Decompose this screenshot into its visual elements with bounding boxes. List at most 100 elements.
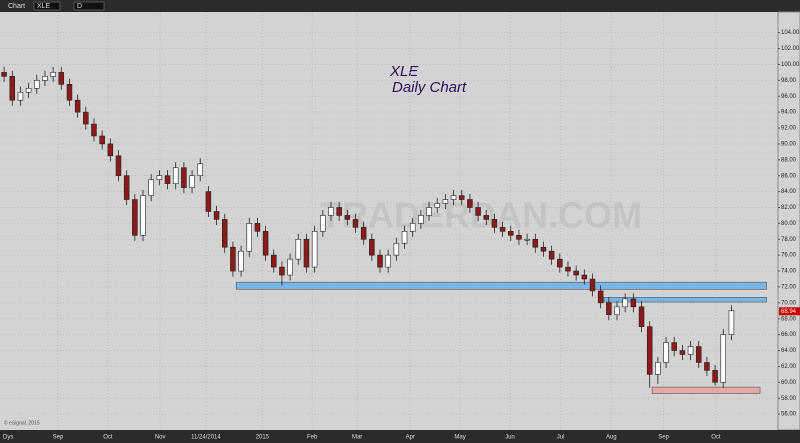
candle-body	[132, 199, 138, 236]
candle-body	[622, 298, 628, 308]
candle-body	[581, 274, 588, 280]
candle-body	[197, 163, 203, 177]
candle-body	[606, 302, 612, 316]
candle-body	[450, 195, 457, 200]
candle-body	[1, 72, 7, 77]
candle-body	[262, 231, 269, 256]
candle-body	[115, 155, 122, 177]
y-tick-label: 70.00	[781, 300, 797, 306]
y-tick-label: 86.00	[781, 173, 797, 179]
y-tick-label: 80.00	[781, 221, 797, 227]
symbol[interactable]: XLE	[37, 3, 51, 10]
candle-body	[499, 227, 506, 232]
y-tick-label: 104.00	[781, 30, 800, 36]
candle-body	[9, 76, 16, 101]
interval-box[interactable]	[73, 1, 105, 11]
candle-body	[320, 215, 326, 232]
y-tick-label: 74.00	[781, 269, 797, 275]
candle-body	[728, 310, 735, 335]
candle-body	[91, 123, 97, 137]
candle-body	[589, 278, 596, 292]
candle-body	[42, 76, 48, 81]
candle-body	[426, 207, 432, 216]
candle-body	[409, 223, 416, 232]
candle-body	[467, 199, 473, 208]
y-tick-label: 68.00	[781, 316, 797, 322]
zone	[603, 296, 767, 303]
y-tick-label: 98.00	[781, 78, 797, 84]
x-tick-label: Mar	[352, 435, 362, 441]
candle-body	[99, 135, 105, 145]
y-tick-label: 66.00	[781, 332, 797, 338]
candle-body	[548, 250, 555, 260]
candle-body	[50, 72, 56, 77]
candle-body	[720, 334, 726, 383]
candle-body	[442, 199, 449, 204]
symbol-box[interactable]	[33, 1, 61, 11]
candle-body	[655, 362, 661, 375]
candle-body	[66, 84, 73, 101]
watermark: TRADERDAN.COM	[320, 195, 642, 236]
candle-body	[475, 207, 481, 216]
candle-body	[712, 370, 718, 383]
x-tick-label: Nov	[155, 435, 166, 441]
candle-body	[360, 227, 367, 240]
y-tick-label: 60.00	[781, 380, 797, 386]
candle-body	[148, 179, 154, 196]
candle-body	[213, 211, 220, 220]
candle-body	[663, 342, 669, 363]
y-tick-label: 62.00	[781, 364, 797, 370]
zone	[651, 386, 761, 394]
candle-body	[189, 175, 195, 188]
candle-body	[164, 175, 171, 184]
interval[interactable]: D	[77, 3, 82, 10]
candle-body	[524, 238, 530, 241]
candle-body	[254, 223, 261, 232]
candle-body	[687, 346, 694, 355]
y-tick-label: 92.00	[781, 126, 797, 132]
candle-body	[25, 87, 32, 93]
candle-body	[491, 219, 498, 228]
candle-body	[565, 266, 571, 272]
y-tick-label: 78.00	[781, 237, 797, 243]
candle-body	[221, 219, 228, 248]
y-tick-label: 100.00	[781, 62, 800, 68]
candle-body	[230, 246, 236, 272]
candle-body	[573, 270, 579, 276]
candle-body	[434, 203, 440, 208]
y-tick-label: 76.00	[781, 253, 797, 259]
x-tick-label: Apr	[406, 435, 415, 441]
last-price-box	[779, 307, 800, 316]
candle-body	[279, 266, 285, 276]
candle-body	[540, 246, 547, 252]
y-tick-label: 90.00	[781, 141, 797, 147]
x-tick-label: 11/24/2014	[191, 435, 221, 441]
candle-body	[646, 326, 653, 375]
candle-body	[671, 342, 677, 351]
zone	[235, 281, 767, 290]
candle-body	[123, 175, 130, 200]
candle-body	[695, 346, 702, 363]
candle-body	[238, 250, 244, 272]
candle-body	[181, 167, 187, 188]
y-tick-label: 72.00	[781, 285, 797, 291]
y-tick-label: 102.00	[781, 46, 800, 52]
candle-body	[17, 91, 24, 101]
chart-title: XLE	[389, 63, 419, 80]
candle-body	[630, 298, 637, 308]
candle-body	[393, 242, 400, 256]
candle-body	[172, 167, 179, 184]
candle-body	[532, 238, 539, 248]
y-tick-label: 64.00	[781, 348, 797, 354]
candle-body	[107, 143, 114, 157]
candle-body	[597, 290, 604, 304]
x-tick-label: Oct	[711, 435, 721, 441]
candle-body	[336, 207, 342, 216]
y-tick-label: 94.00	[781, 110, 797, 116]
candle-body	[458, 195, 465, 200]
candle-body	[311, 231, 318, 268]
x-tick-label: Aug	[606, 435, 617, 441]
candle-body	[328, 207, 334, 216]
candle-body	[614, 306, 620, 316]
